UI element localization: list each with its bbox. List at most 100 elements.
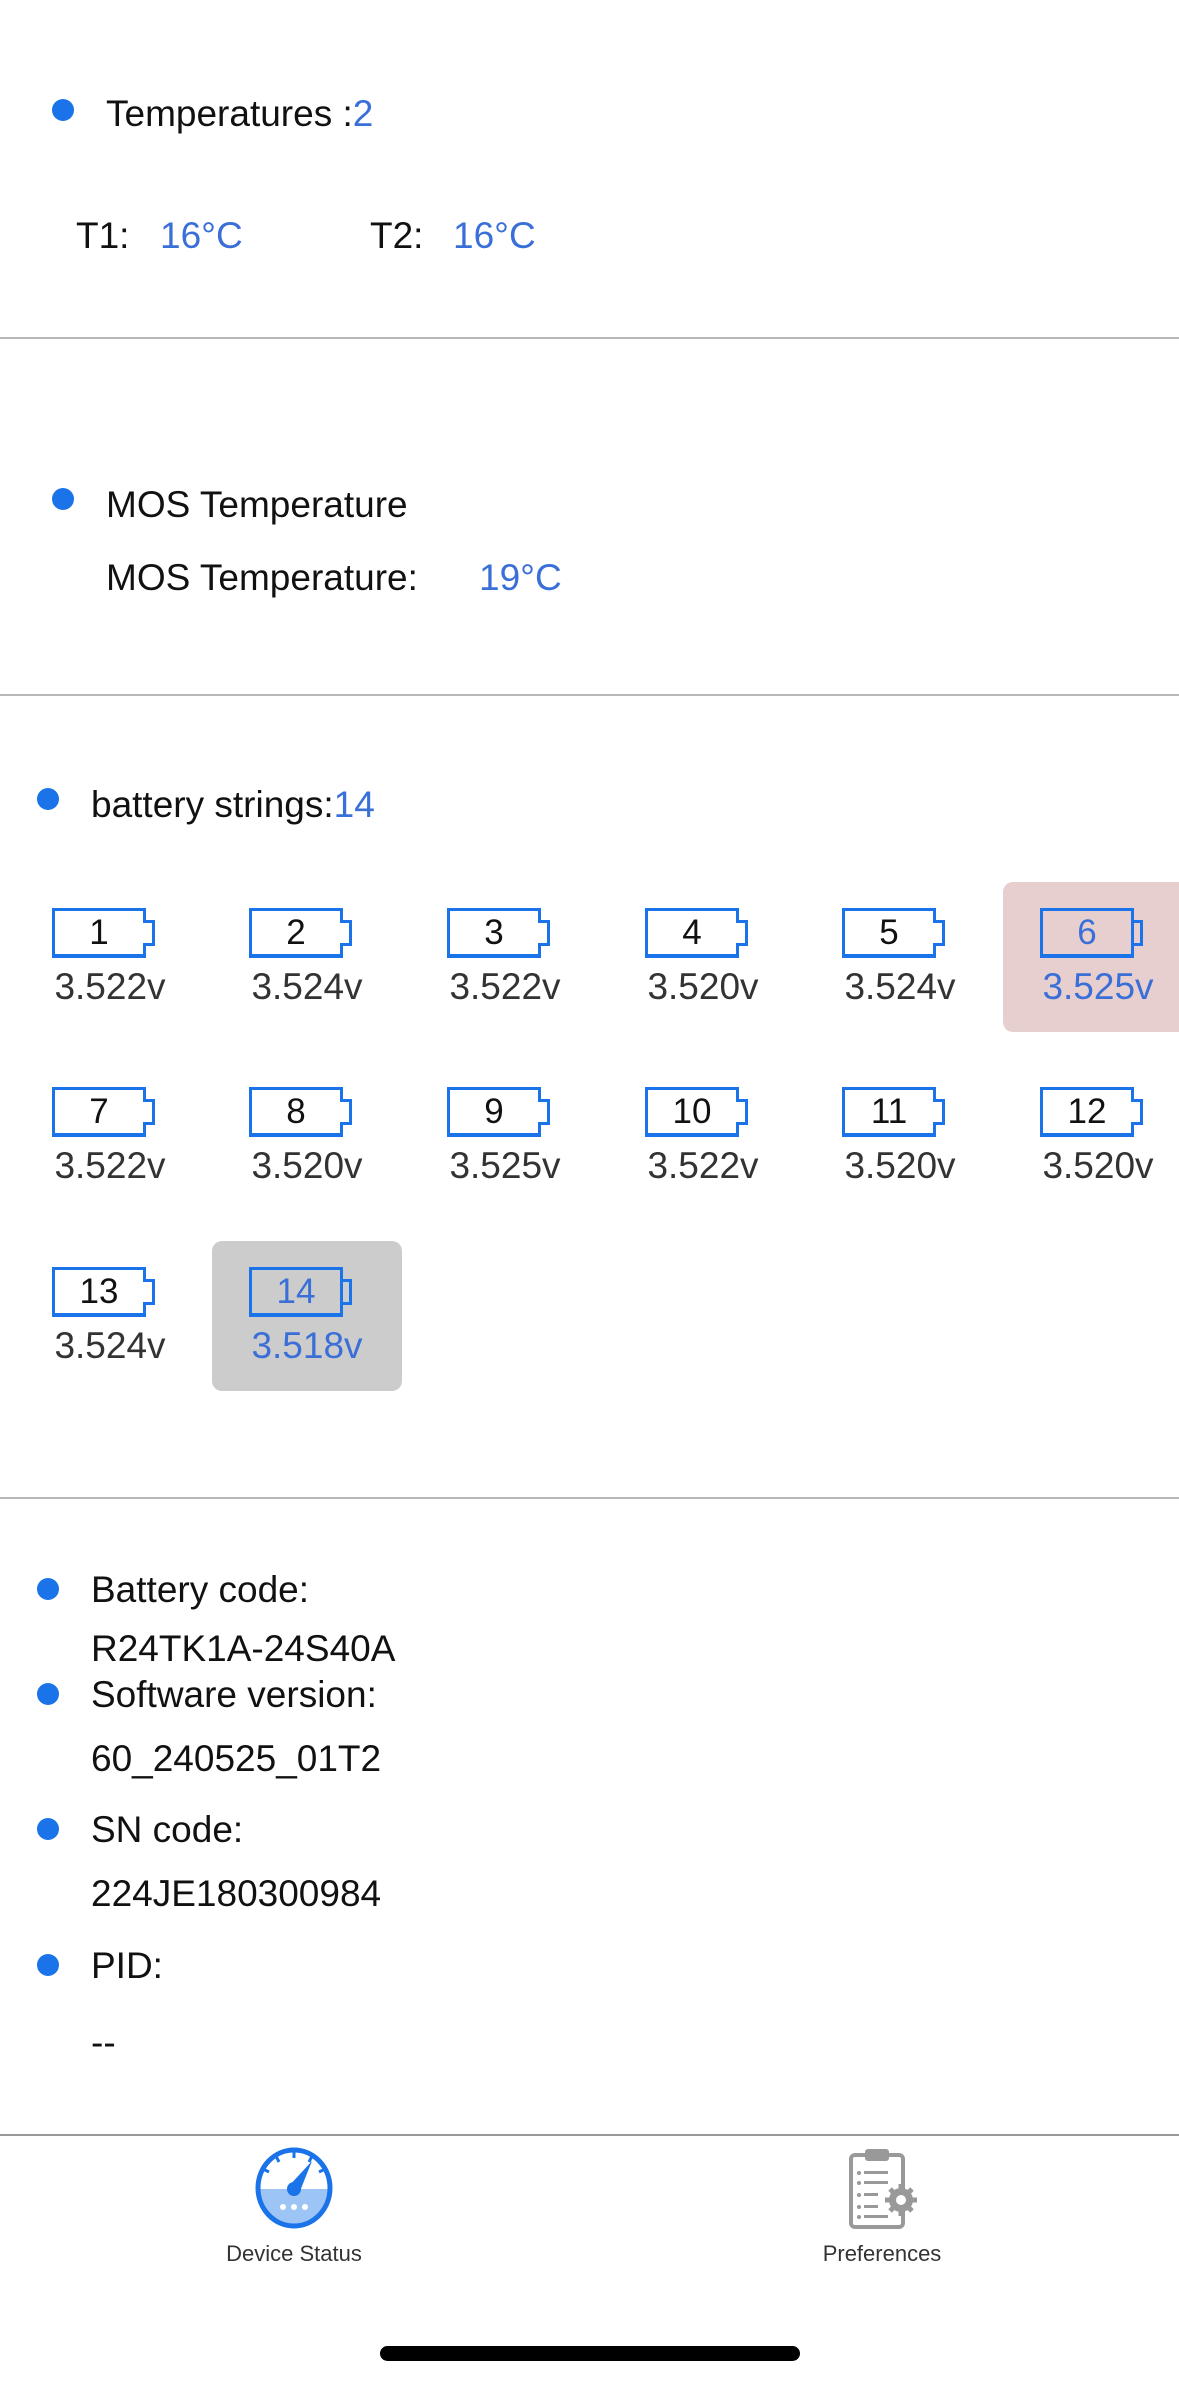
bullet-icon [37,1818,59,1840]
battery-tip [1131,1099,1143,1125]
battery-cell[interactable]: 14 3.518v [212,1241,402,1391]
cell-number: 5 [879,913,899,952]
info-value: 60_240525_01T2 [91,1738,382,1779]
clipboard-gear-icon [849,2149,917,2229]
temperatures-heading: Temperatures :2 [106,92,373,136]
temperatures-count: 2 [352,93,374,134]
battery-body [447,908,541,958]
battery-icon: 9 [447,1087,551,1139]
t2-value: 16°C [453,215,536,256]
cell-number: 14 [276,1272,316,1311]
bullet-icon [37,1578,59,1600]
battery-body [645,908,739,958]
battery-icon: 4 [645,908,749,960]
battery-cell[interactable]: 1 3.522v [15,882,205,1032]
battery-body [1040,908,1134,958]
temperatures-label: Temperatures : [106,93,353,134]
mos-value: 19°C [479,557,562,598]
bullet-icon [52,99,74,121]
battery-tip [736,1099,748,1125]
battery-cell[interactable]: 6 3.525v [1003,882,1179,1032]
cell-voltage: 3.525v [1042,966,1154,1007]
home-indicator [380,2346,800,2361]
info-label: PID: [91,1945,163,1986]
info-label: SN code: [91,1809,244,1850]
t1-value: 16°C [160,215,243,256]
info-label: Software version: [91,1674,377,1715]
battery-cell[interactable]: 2 3.524v [212,882,402,1032]
cell-number: 13 [79,1272,119,1311]
cell-number: 12 [1067,1092,1107,1131]
bullet-icon [37,788,59,810]
cell-number: 2 [286,913,306,952]
info-value: -- [91,2022,116,2063]
battery-cell[interactable]: 4 3.520v [608,882,798,1032]
battery-icon: 8 [249,1087,353,1139]
gauge-icon [255,2147,333,2229]
battery-icon: 5 [842,908,946,960]
cell-voltage: 3.522v [449,966,561,1007]
info-label: Battery code: [91,1569,310,1610]
cell-number: 11 [870,1092,908,1131]
battery-icon: 3 [447,908,551,960]
battery-tip [736,920,748,946]
mos-title: MOS Temperature [106,484,408,525]
cell-voltage: 3.522v [54,1145,166,1186]
cell-voltage: 3.524v [844,966,956,1007]
cell-voltage: 3.522v [647,1145,759,1186]
t1-label: T1: [76,215,130,256]
battery-body [842,1087,936,1137]
battery-tip [933,920,945,946]
battery-cell[interactable]: 12 3.520v [1003,1061,1179,1211]
battery-tip [143,1099,155,1125]
battery-cell[interactable]: 7 3.522v [15,1061,205,1211]
cell-voltage: 3.522v [54,966,166,1007]
battery-icon: 7 [52,1087,156,1139]
cell-number: 8 [286,1092,306,1131]
strings-heading: battery strings:14 [91,783,375,827]
info-value: 224JE180300984 [91,1873,382,1914]
battery-body [249,908,343,958]
battery-tip [933,1099,945,1125]
battery-tip [340,1279,352,1305]
battery-cell[interactable]: 11 3.520v [805,1061,995,1211]
t2-label: T2: [370,215,424,256]
cell-voltage: 3.524v [251,966,363,1007]
divider [0,1497,1179,1499]
battery-cell[interactable]: 8 3.520v [212,1061,402,1211]
battery-cell[interactable]: 9 3.525v [410,1061,600,1211]
battery-cell[interactable]: 13 3.524v [15,1241,205,1391]
battery-icon: 12 [1040,1087,1144,1139]
bullet-icon [37,1954,59,1976]
bullet-icon [37,1683,59,1705]
battery-icon: 1 [52,908,156,960]
battery-cell[interactable]: 10 3.522v [608,1061,798,1211]
divider [0,694,1179,696]
battery-icon: 11 [842,1087,946,1139]
battery-tip [538,920,550,946]
battery-body [52,1087,146,1137]
battery-body [249,1267,343,1317]
cell-voltage: 3.518v [251,1325,363,1366]
battery-cell[interactable]: 5 3.524v [805,882,995,1032]
strings-count: 14 [333,784,375,825]
tab-device-status[interactable]: Device Status [144,2145,444,2285]
cell-number: 7 [89,1092,109,1131]
info-value: R24TK1A-24S40A [91,1628,396,1669]
cell-voltage: 3.520v [251,1145,363,1186]
battery-body [645,1087,739,1137]
battery-body [52,908,146,958]
mos-label: MOS Temperature: [106,557,418,598]
cell-number: 9 [484,1092,504,1131]
cell-number: 1 [89,913,109,952]
battery-cell[interactable]: 3 3.522v [410,882,600,1032]
battery-tip [538,1099,550,1125]
cell-number: 10 [672,1092,712,1131]
cell-number: 6 [1077,913,1097,952]
battery-icon: 2 [249,908,353,960]
bullet-icon [52,488,74,510]
cell-voltage: 3.520v [647,966,759,1007]
cell-voltage: 3.525v [449,1145,561,1186]
cell-voltage: 3.520v [844,1145,956,1186]
tab-preferences[interactable]: Preferences [732,2145,1032,2285]
